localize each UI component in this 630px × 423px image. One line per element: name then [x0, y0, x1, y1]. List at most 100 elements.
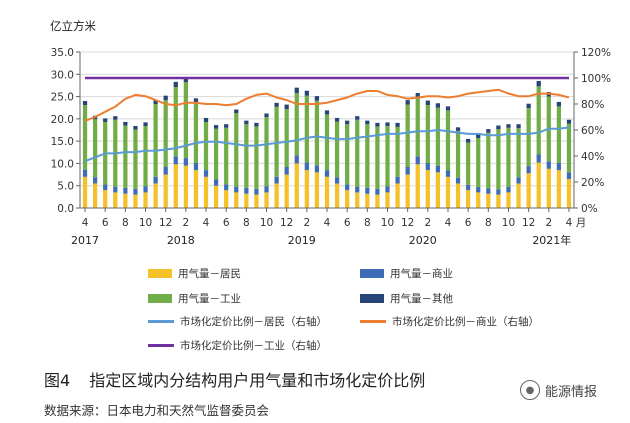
y-right-tick-label: 20% — [581, 177, 604, 189]
bar-residential — [274, 183, 279, 208]
bar-residential — [123, 193, 128, 208]
line-ratio-commercial — [84, 88, 570, 122]
bar-industrial — [496, 129, 501, 190]
x-tick-label: 12 — [159, 217, 172, 229]
bar-residential — [496, 194, 501, 208]
chart-svg: 0.0 5.0 10.0 15.0 20.0 25.0 30.0 35.0 0% 20% 40% 60… — [50, 19, 611, 247]
bar-commercial — [324, 170, 330, 177]
bar-other — [274, 102, 279, 107]
bar-commercial — [415, 156, 420, 165]
bar-other — [506, 124, 511, 128]
bar-commercial — [203, 170, 209, 177]
bar-residential — [153, 183, 158, 208]
bar-other — [345, 120, 350, 125]
y-right-tick-label: 0% — [581, 203, 598, 215]
bar-residential — [234, 192, 239, 208]
bar-industrial — [93, 119, 98, 178]
bar-industrial — [435, 107, 441, 166]
bar-other — [566, 119, 572, 124]
bar-industrial — [455, 130, 461, 178]
bar-residential — [294, 163, 299, 208]
bar-commercial — [234, 186, 239, 193]
bar-other — [173, 81, 178, 88]
bar-residential — [213, 185, 219, 208]
bar-other — [224, 124, 229, 128]
bar-industrial — [385, 125, 390, 187]
bar-industrial — [314, 100, 320, 166]
bar-residential — [466, 190, 471, 208]
bar-residential — [224, 190, 229, 208]
bar-commercial — [133, 188, 138, 195]
y-right-tick-label: 100% — [581, 73, 611, 85]
figure-number: 图4 — [44, 371, 71, 390]
bar-industrial — [345, 124, 350, 185]
bar-other — [304, 90, 309, 96]
bar-other — [516, 124, 521, 129]
bar-commercial — [355, 186, 360, 193]
bar-commercial — [445, 170, 451, 177]
x-tick-label: 12 — [522, 217, 535, 229]
bar-other — [526, 103, 531, 109]
x-unit: 月 — [576, 217, 587, 229]
bar-commercial — [224, 184, 229, 191]
watermark-text: 能源情报 — [545, 384, 598, 400]
bar-industrial — [516, 128, 521, 178]
y-left-tick-label: 35.0 — [51, 47, 74, 59]
bar-industrial — [445, 110, 451, 171]
bar-commercial — [345, 184, 350, 191]
bar-other — [103, 118, 108, 122]
bar-other — [324, 110, 330, 115]
bar-other — [466, 138, 471, 143]
y-left-tick-label: 30.0 — [51, 69, 74, 81]
bar-commercial — [183, 158, 188, 166]
year-label: 2020 — [409, 234, 437, 247]
y-left-tick-label: 5.0 — [57, 181, 74, 193]
bar-commercial — [193, 162, 199, 171]
bar-commercial — [385, 186, 390, 193]
bar-commercial — [334, 177, 340, 184]
bar-other — [82, 101, 88, 106]
bar-residential — [133, 194, 138, 208]
y-left-tick-label: 25.0 — [51, 92, 74, 104]
bar-other — [284, 104, 289, 110]
bar-residential — [143, 192, 148, 208]
bar-industrial — [466, 142, 471, 185]
bar-other — [476, 134, 481, 139]
bar-industrial — [82, 105, 88, 170]
y-right-tick-label: 80% — [581, 99, 604, 111]
bar-residential — [516, 183, 521, 208]
bar-other — [133, 125, 138, 130]
bar-commercial — [546, 161, 551, 169]
bar-commercial — [405, 166, 410, 175]
bar-other — [405, 100, 410, 105]
bar-commercial — [274, 176, 279, 184]
bar-other — [234, 109, 239, 114]
bar-residential — [395, 183, 400, 208]
bar-residential — [365, 193, 370, 208]
bar-industrial — [173, 87, 178, 157]
x-tick-label: 10 — [381, 217, 394, 229]
bar-industrial — [254, 126, 259, 189]
bar-other — [183, 77, 188, 83]
y-left-tick-label: 0.0 — [57, 203, 74, 215]
y-left-tick-label: 15.0 — [51, 136, 74, 148]
bar-commercial — [536, 154, 541, 163]
bar-commercial — [113, 186, 118, 193]
bar-industrial — [415, 98, 420, 157]
bar-industrial — [123, 125, 128, 188]
x-tick-label: 4 — [82, 217, 89, 229]
bar-residential — [415, 164, 420, 208]
bar-commercial — [163, 166, 168, 175]
bar-residential — [536, 162, 541, 208]
bar-other — [415, 93, 420, 99]
bar-residential — [455, 183, 461, 208]
y-left-unit: 亿立方米 — [50, 19, 96, 33]
bar-residential — [476, 192, 481, 208]
bar-industrial — [395, 126, 400, 177]
bar-industrial — [153, 104, 158, 177]
bar-residential — [173, 164, 178, 208]
bar-residential — [486, 193, 491, 208]
bar-other — [435, 103, 441, 108]
bar-residential — [375, 194, 380, 208]
bar-residential — [193, 170, 199, 208]
